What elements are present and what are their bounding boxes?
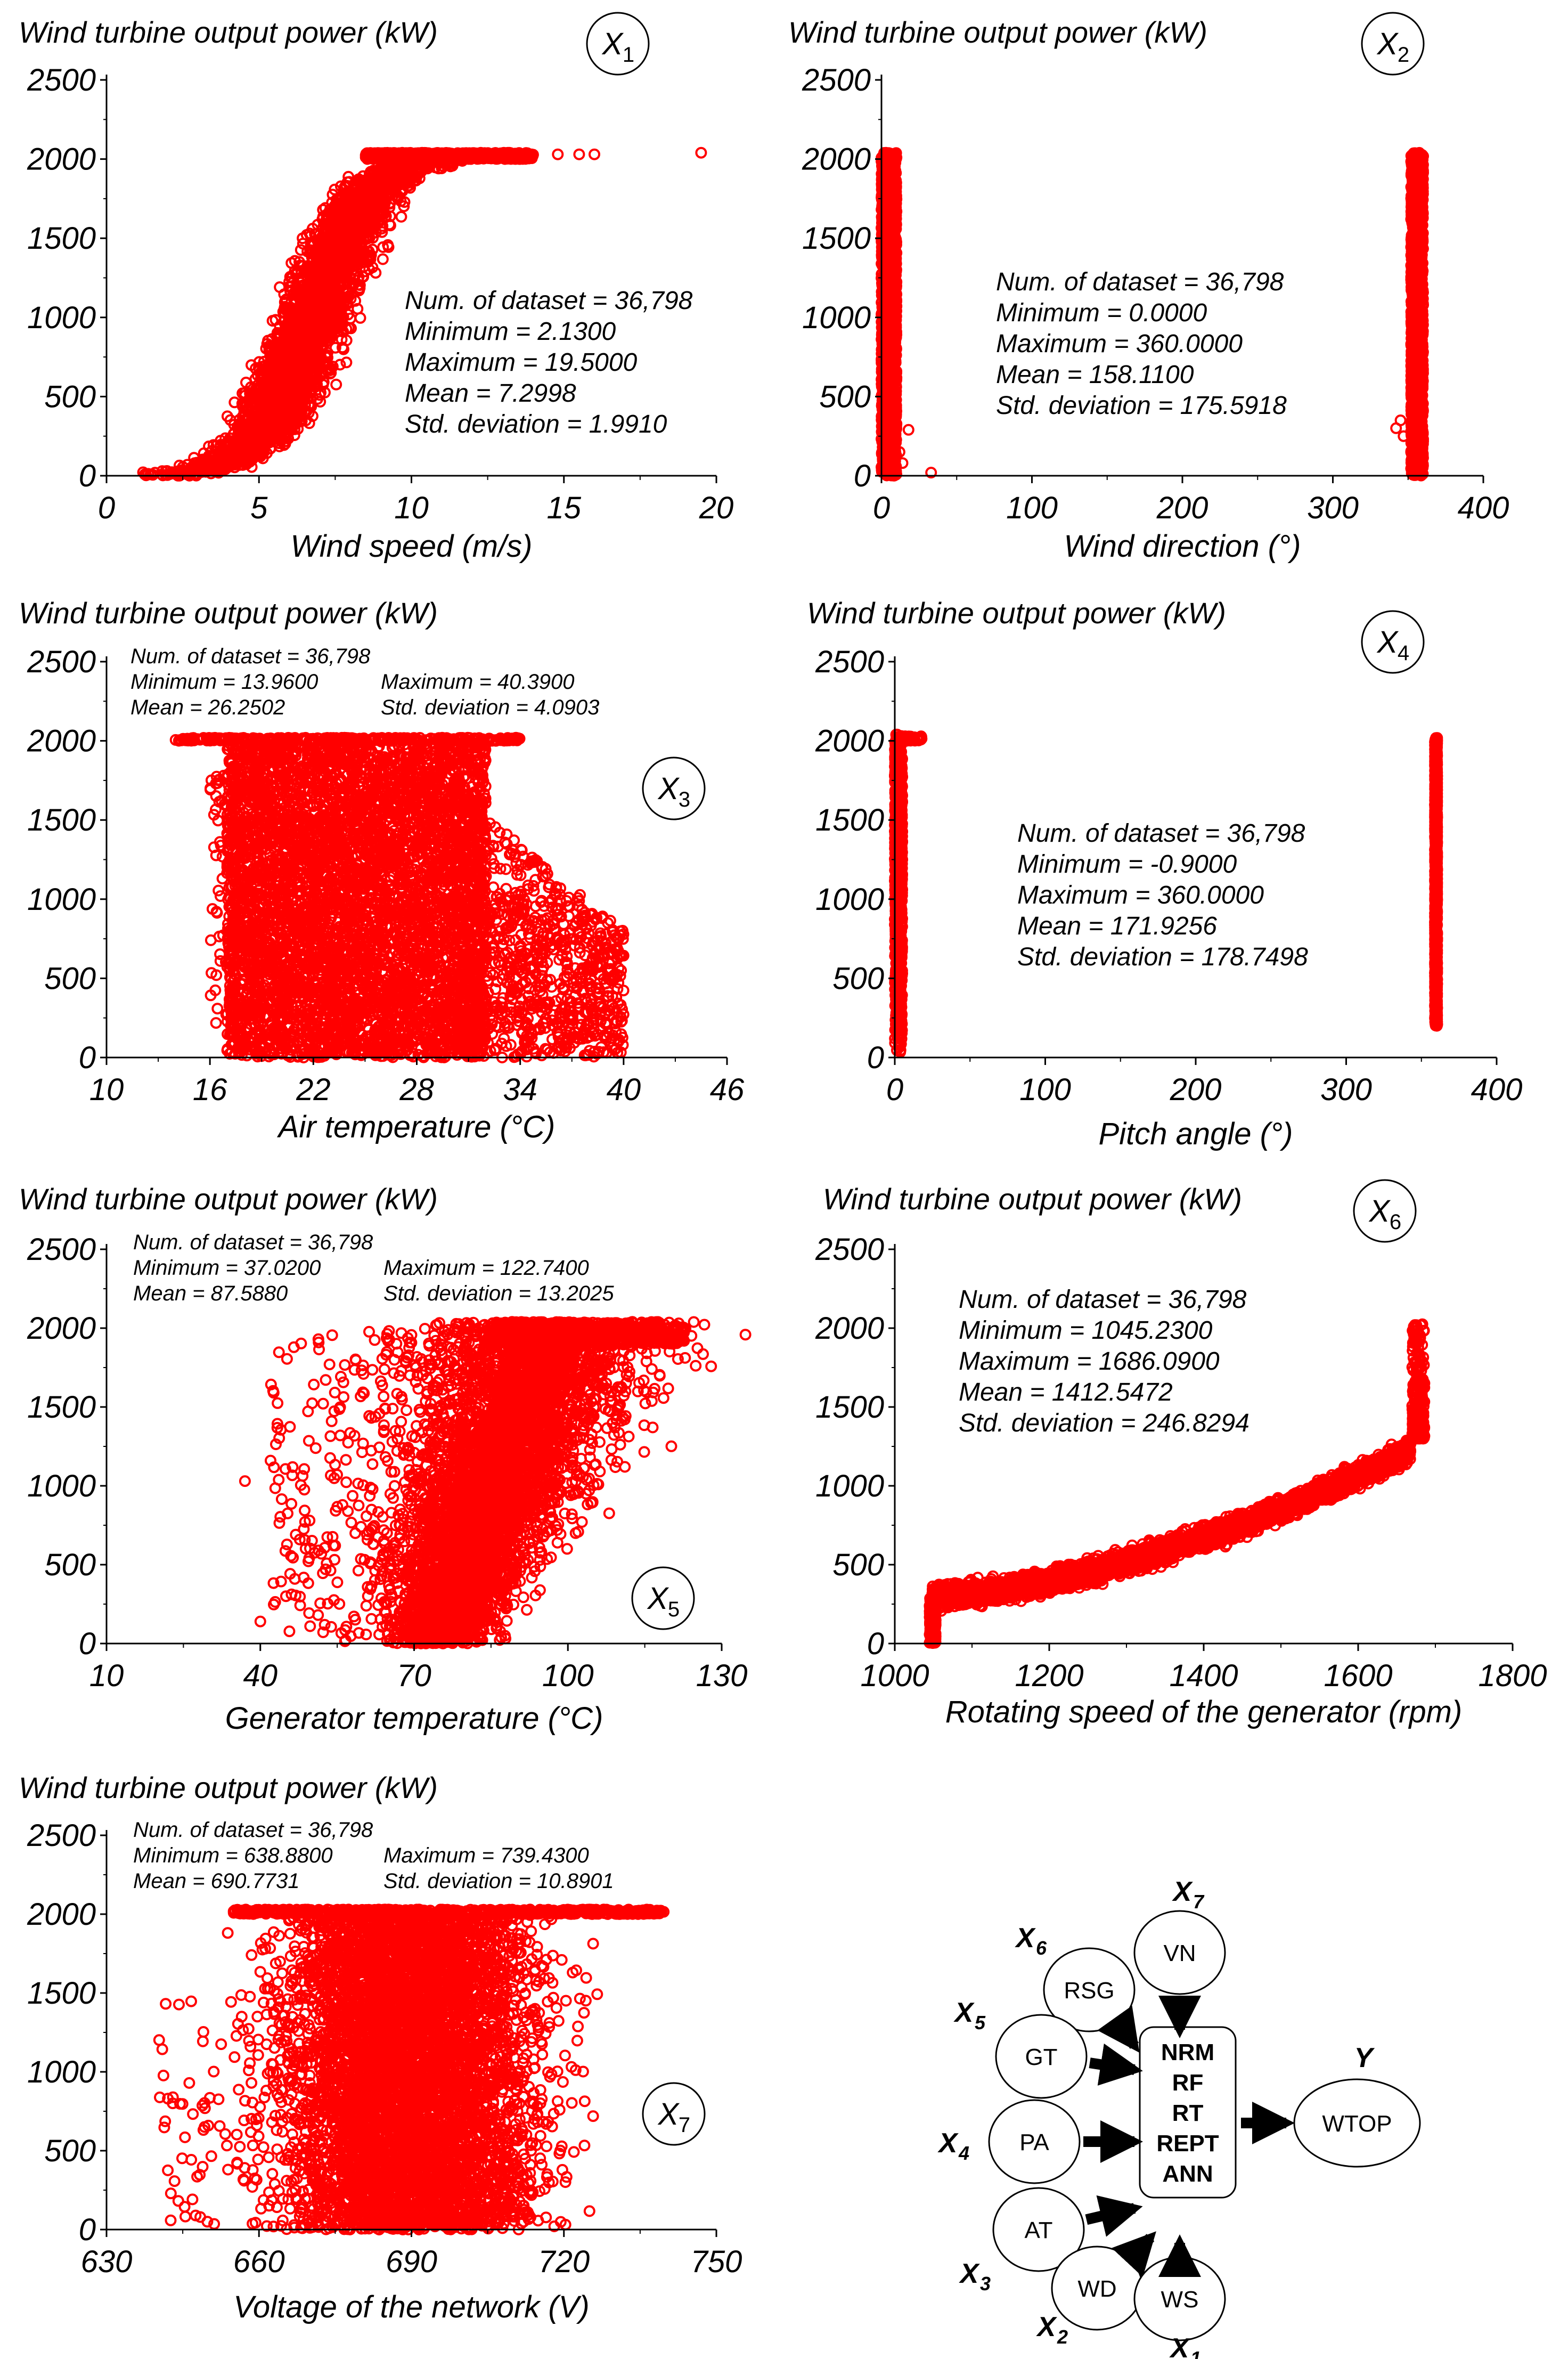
- badge-sub: 1: [623, 43, 634, 67]
- stat-line: Std. deviation = 1.9910: [405, 410, 667, 438]
- data-point: [295, 244, 307, 256]
- x-tick-label: 0: [98, 491, 115, 525]
- data-point: [573, 148, 585, 160]
- y-tick-label: 2000: [27, 142, 96, 177]
- y-tick-label: 2500: [27, 63, 96, 97]
- data-point: [395, 210, 407, 223]
- x-axis-label: Wind speed (m/s): [291, 529, 533, 564]
- data-point: [354, 312, 366, 324]
- x-tick-label: 20: [699, 491, 734, 525]
- stat-line: Maximum = 19.5000: [405, 348, 638, 377]
- chart-X1: Wind turbine output power (kW)0500100015…: [19, 12, 734, 564]
- chart-title: Wind turbine output power (kW): [788, 15, 1207, 49]
- data-point: [377, 253, 389, 265]
- data-point: [695, 147, 707, 159]
- x-tick-label: 10: [394, 491, 429, 525]
- data-point: [330, 378, 342, 391]
- y-tick-label: 1000: [27, 300, 96, 335]
- y-tick-label: 1500: [27, 221, 96, 256]
- stat-line: Num. of dataset = 36,798: [405, 287, 693, 315]
- data-point: [589, 148, 600, 160]
- data-point: [552, 148, 564, 160]
- chart-title: Wind turbine output power (kW): [19, 15, 438, 49]
- x-tick-label: 5: [250, 491, 268, 525]
- y-tick-label: 0: [79, 459, 96, 493]
- scatter-points: [137, 147, 707, 482]
- y-tick-label: 500: [44, 379, 96, 414]
- stat-line: Minimum = 2.1300: [405, 318, 616, 346]
- badge-var: X: [601, 27, 624, 61]
- x-tick-label: 15: [546, 491, 581, 525]
- stats-box: Num. of dataset = 36,798 Minimum = 2.1300…: [405, 287, 693, 438]
- stat-line: Mean = 7.2998: [405, 379, 576, 408]
- chart-X2: Wind turbine output power (kW)0500100015…: [788, 12, 1509, 564]
